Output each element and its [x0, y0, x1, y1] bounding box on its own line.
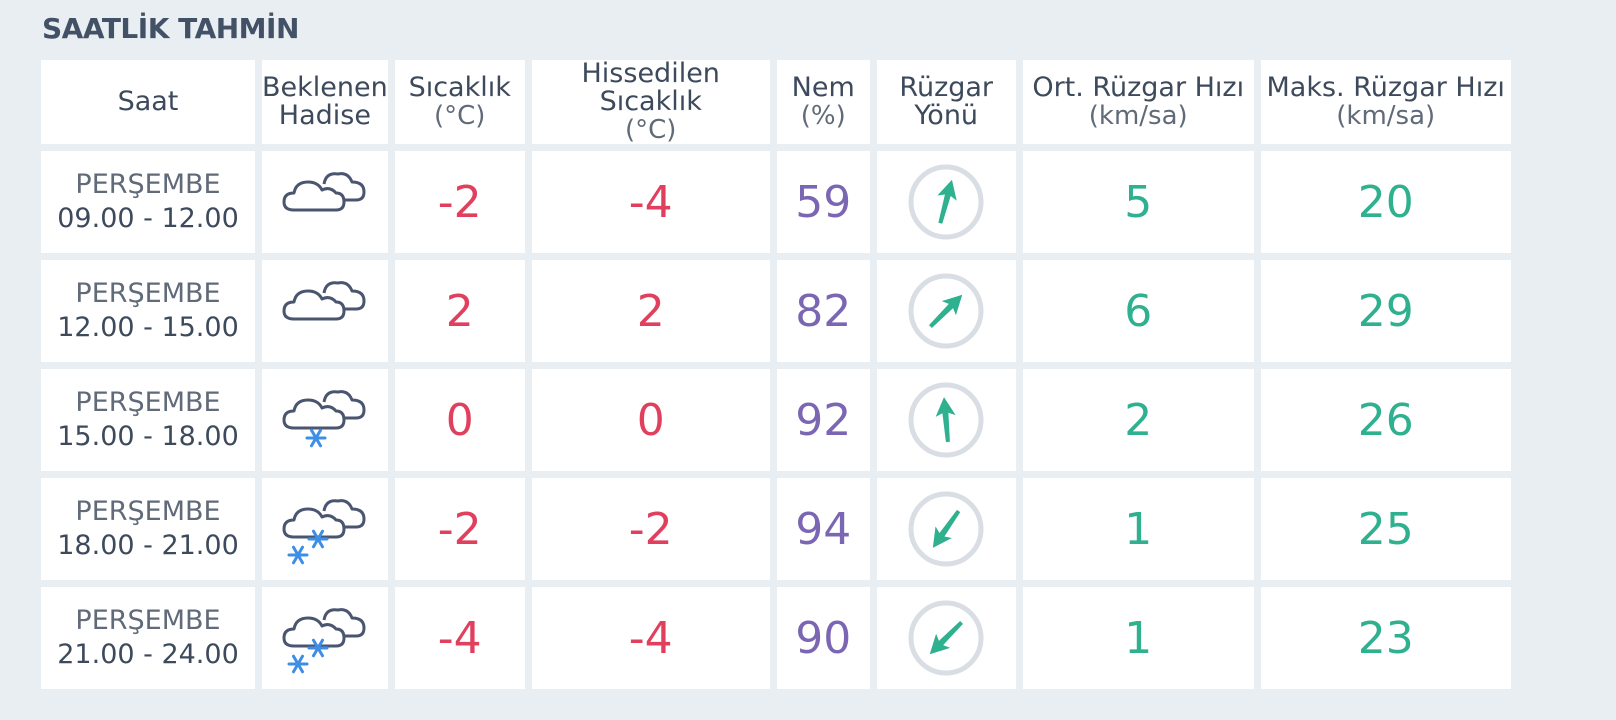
max-wind-value: 25 [1260, 478, 1511, 580]
time-range: 12.00 - 15.00 [57, 312, 239, 343]
cloud-light-snow-icon [262, 380, 388, 460]
cloud-snow-icon [262, 598, 388, 678]
avg-wind-value: 6 [1022, 260, 1254, 362]
header-temperature: Sıcaklık (°C) [394, 60, 525, 144]
wind-direction-cell [876, 587, 1016, 689]
header-max-wind: Maks. Rüzgar Hızı (km/sa) [1260, 60, 1511, 144]
table-row: PERŞEMBE 18.00 - 21.00 -2 -2 94 1 25 [41, 478, 1511, 580]
table-row: PERŞEMBE 21.00 - 24.00 -4 -4 90 1 23 [41, 587, 1511, 689]
header-wind-direction: Rüzgar Yönü [876, 60, 1016, 144]
cloud-snow-icon [262, 489, 388, 569]
table-row: PERŞEMBE 12.00 - 15.00 2 2 82 6 29 [41, 260, 1511, 362]
humidity-value: 90 [776, 587, 870, 689]
humidity-value: 94 [776, 478, 870, 580]
arrow-southwest-icon [877, 598, 1016, 678]
humidity-value: 82 [776, 260, 870, 362]
wind-direction-cell [876, 369, 1016, 471]
day-label: PERŞEMBE [75, 169, 221, 200]
weather-event-cell [262, 478, 388, 580]
weather-event-cell [262, 260, 388, 362]
time-range: 21.00 - 24.00 [57, 639, 239, 670]
wind-direction-cell [876, 478, 1016, 580]
arrow-northeast-icon [877, 271, 1016, 351]
avg-wind-value: 2 [1022, 369, 1254, 471]
feels-like-value: -4 [531, 587, 770, 689]
header-feels-like: Hissedilen Sıcaklık (°C) [531, 60, 770, 144]
header-avg-wind: Ort. Rüzgar Hızı (km/sa) [1022, 60, 1254, 144]
time-cell: PERŞEMBE 15.00 - 18.00 [41, 369, 255, 471]
header-row: Saat Beklenen Hadise Sıcaklık (°C) Hissedi… [41, 60, 1511, 144]
weather-event-cell [262, 151, 388, 253]
day-label: PERŞEMBE [75, 387, 221, 418]
max-wind-value: 29 [1260, 260, 1511, 362]
wind-direction-cell [876, 260, 1016, 362]
temperature-value: 2 [394, 260, 525, 362]
hourly-forecast-table: Saat Beklenen Hadise Sıcaklık (°C) Hissedi… [34, 53, 1518, 696]
max-wind-value: 26 [1260, 369, 1511, 471]
cloudy-icon [262, 162, 388, 242]
table-row: PERŞEMBE 09.00 - 12.00 -2 -4 59 5 20 [41, 151, 1511, 253]
table-row: PERŞEMBE 15.00 - 18.00 0 0 92 2 26 [41, 369, 1511, 471]
avg-wind-value: 1 [1022, 587, 1254, 689]
time-cell: PERŞEMBE 12.00 - 15.00 [41, 260, 255, 362]
temperature-value: 0 [394, 369, 525, 471]
cloudy-icon [262, 271, 388, 351]
arrow-southwest-icon [877, 489, 1016, 569]
page-title: SAATLİK TAHMİN [42, 12, 299, 45]
max-wind-value: 23 [1260, 587, 1511, 689]
day-label: PERŞEMBE [75, 605, 221, 636]
day-label: PERŞEMBE [75, 496, 221, 527]
header-time: Saat [41, 60, 255, 144]
arrow-north-northeast-icon [877, 162, 1016, 242]
feels-like-value: 0 [531, 369, 770, 471]
time-cell: PERŞEMBE 18.00 - 21.00 [41, 478, 255, 580]
humidity-value: 92 [776, 369, 870, 471]
max-wind-value: 20 [1260, 151, 1511, 253]
temperature-value: -2 [394, 151, 525, 253]
feels-like-value: -4 [531, 151, 770, 253]
time-range: 09.00 - 12.00 [57, 203, 239, 234]
time-range: 18.00 - 21.00 [57, 530, 239, 561]
day-label: PERŞEMBE [75, 278, 221, 309]
time-cell: PERŞEMBE 09.00 - 12.00 [41, 151, 255, 253]
arrow-north-icon [877, 380, 1016, 460]
weather-event-cell [262, 587, 388, 689]
header-humidity: Nem (%) [776, 60, 870, 144]
temperature-value: -2 [394, 478, 525, 580]
feels-like-value: -2 [531, 478, 770, 580]
wind-direction-cell [876, 151, 1016, 253]
time-range: 15.00 - 18.00 [57, 421, 239, 452]
humidity-value: 59 [776, 151, 870, 253]
temperature-value: -4 [394, 587, 525, 689]
time-cell: PERŞEMBE 21.00 - 24.00 [41, 587, 255, 689]
avg-wind-value: 5 [1022, 151, 1254, 253]
weather-event-cell [262, 369, 388, 471]
avg-wind-value: 1 [1022, 478, 1254, 580]
feels-like-value: 2 [531, 260, 770, 362]
header-event: Beklenen Hadise [262, 60, 388, 144]
